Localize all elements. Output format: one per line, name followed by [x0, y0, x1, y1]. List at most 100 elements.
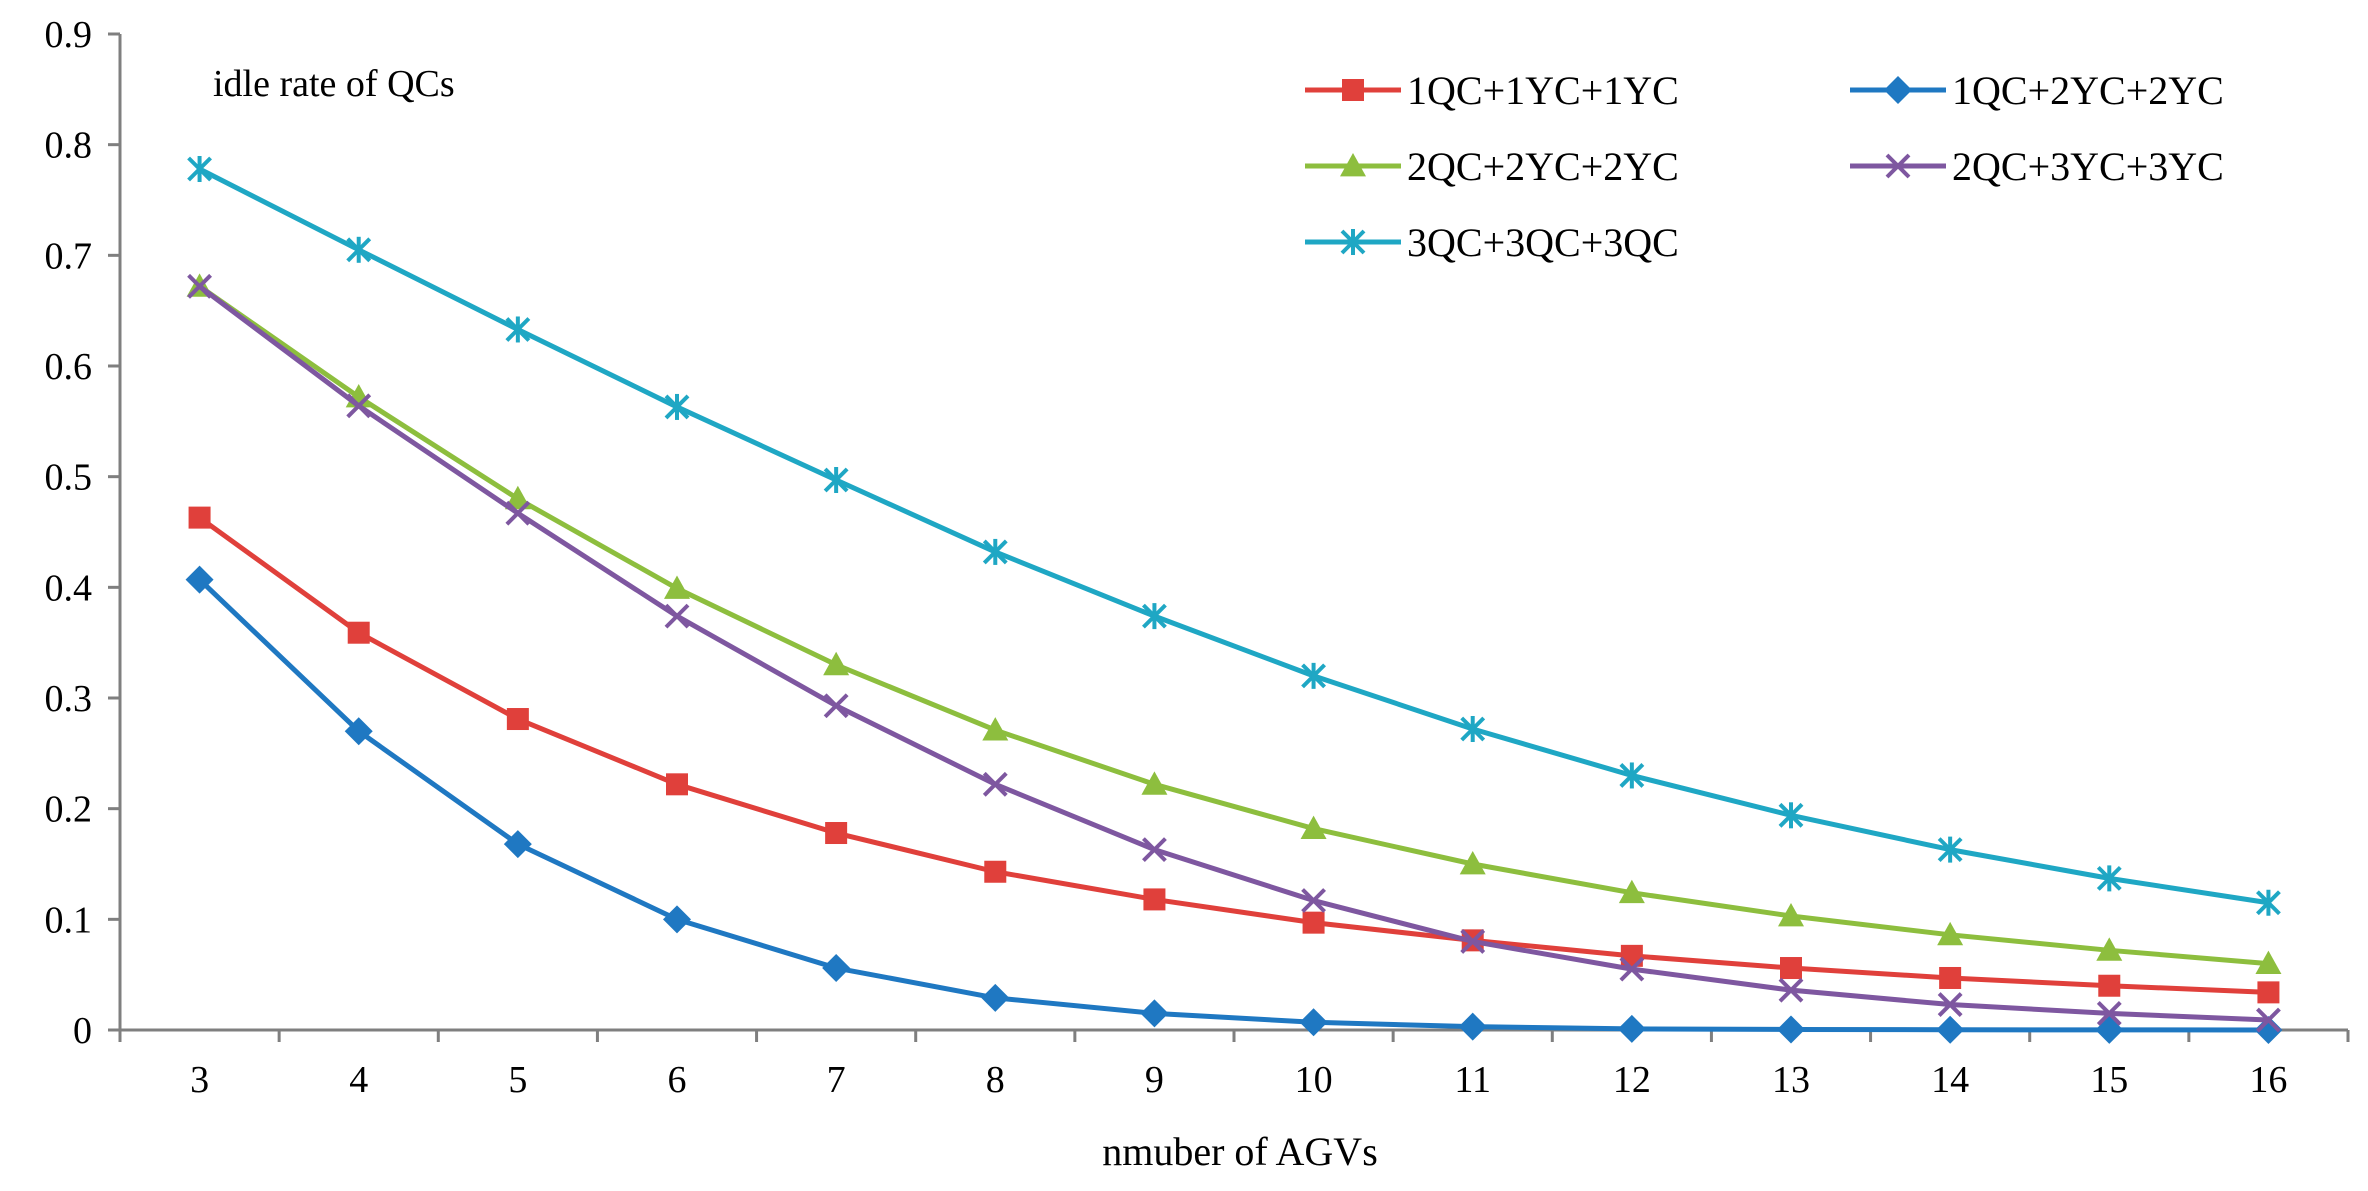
- data-point: [666, 773, 688, 796]
- x-axis-title: nmuber of AGVs: [1102, 1129, 1378, 1174]
- data-point: [1459, 851, 1486, 875]
- series-line: [198, 166, 2269, 906]
- marker-stroke: [2256, 1007, 2281, 1033]
- data-point: [1300, 815, 1327, 839]
- x-tick-label: 11: [1454, 1059, 1491, 1101]
- data-point: [344, 717, 373, 746]
- y-tick-label: 0.4: [45, 567, 93, 609]
- x-tick-label: 12: [1613, 1059, 1651, 1101]
- data-point: [1141, 771, 1168, 795]
- data-point: [982, 717, 1009, 741]
- data-point: [1619, 762, 1645, 789]
- marker-stroke: [1937, 992, 1963, 1017]
- x-tick-label: 4: [349, 1059, 368, 1101]
- data-point: [2098, 974, 2121, 997]
- data-point: [1778, 802, 1804, 829]
- data-point: [346, 393, 372, 419]
- data-point: [984, 860, 1007, 883]
- data-point: [1301, 888, 1326, 913]
- data-point: [1460, 929, 1486, 954]
- data-point: [1617, 1014, 1646, 1043]
- series-line: [197, 577, 2269, 1033]
- data-point: [1142, 837, 1167, 863]
- data-point: [1937, 992, 1963, 1017]
- data-point: [504, 485, 531, 510]
- series-line: [198, 284, 2269, 1023]
- data-point: [1618, 879, 1645, 904]
- series-line: [198, 284, 2269, 967]
- data-point: [2095, 1015, 2124, 1044]
- x-tick-label: 3: [190, 1059, 209, 1101]
- legend-label: 1QC+2YC+2YC: [1952, 68, 2224, 113]
- y-tick-label: 0.9: [45, 14, 93, 56]
- axes: 0 0.1 0.2 0.3 0.4 0.5 0.6 0.7 0.8 0.9 3 4 5 6 7 8 9 10 11 1…: [45, 14, 2350, 1101]
- legend-marker: [1342, 79, 1364, 101]
- data-point: [1778, 977, 1804, 1003]
- data-point: [2254, 1016, 2283, 1044]
- series-line: [198, 515, 2269, 995]
- data-point: [1939, 966, 1962, 989]
- series-3: [186, 273, 2282, 974]
- data-point: [347, 621, 370, 644]
- marker-stroke: [2096, 1000, 2122, 1026]
- data-point: [982, 771, 1008, 797]
- data-point: [506, 708, 529, 731]
- x-tick-label: 9: [1145, 1059, 1164, 1101]
- data-point: [1778, 903, 1804, 927]
- marker-stroke: [982, 771, 1008, 797]
- y-tick-label: 0.2: [45, 789, 93, 831]
- series-layer: [185, 156, 2283, 1044]
- x-tick-label: 5: [508, 1059, 527, 1101]
- x-tick-label: 6: [668, 1059, 687, 1101]
- legend-label: 3QC+3QC+3QC: [1407, 220, 1679, 265]
- data-point: [2256, 889, 2281, 916]
- legend: 1QC+1YC+1YC 1QC+2YC+2YC 2QC+2YC+2YC 2QC+3YC…: [1305, 68, 2224, 265]
- data-point: [1937, 836, 1963, 863]
- data-point: [505, 500, 531, 526]
- legend-marker: [1884, 76, 1912, 104]
- data-point: [1301, 662, 1326, 689]
- y-tick-label: 0.6: [45, 346, 93, 388]
- marker-stroke: [505, 500, 531, 526]
- legend-label: 2QC+3YC+3YC: [1952, 144, 2224, 189]
- data-point: [2096, 937, 2123, 961]
- data-point: [1937, 921, 1964, 946]
- x-tick-label: 7: [827, 1059, 846, 1101]
- data-point: [1302, 911, 1325, 934]
- marker-stroke: [1885, 153, 1911, 179]
- marker-stroke: [823, 693, 849, 719]
- series-2: [185, 565, 2283, 1044]
- marker-stroke: [346, 393, 372, 419]
- x-tick-label: 8: [986, 1059, 1005, 1101]
- data-point: [188, 506, 211, 529]
- data-point: [664, 575, 690, 599]
- legend-label: 1QC+1YC+1YC: [1407, 68, 1679, 113]
- x-tick-label: 15: [2090, 1059, 2128, 1101]
- marker-stroke: [1142, 837, 1167, 863]
- x-tick-label: 10: [1295, 1059, 1333, 1101]
- legend-label: 2QC+2YC+2YC: [1407, 144, 1679, 189]
- legend-marker: [1340, 229, 1366, 255]
- data-point: [187, 156, 212, 183]
- data-point: [823, 466, 849, 493]
- x-tick-label: 16: [2249, 1059, 2287, 1101]
- legend-item-2: 1QC+2YC+2YC: [1850, 68, 2224, 113]
- data-point: [823, 693, 849, 719]
- legend-item-1: 1QC+1YC+1YC: [1305, 68, 1679, 113]
- legend-item-4: 2QC+3YC+3YC: [1850, 144, 2224, 189]
- marker-stroke: [187, 273, 212, 299]
- x-tick-label: 14: [1931, 1059, 1969, 1101]
- series-4: [187, 273, 2281, 1033]
- data-point: [2255, 950, 2282, 974]
- y-tick-label: 0.3: [45, 678, 93, 720]
- y-tick-label: 0.1: [45, 899, 93, 941]
- data-point: [825, 822, 848, 845]
- data-point: [1936, 1015, 1965, 1044]
- legend-item-3: 2QC+2YC+2YC: [1305, 144, 1679, 189]
- data-point: [2256, 1007, 2281, 1033]
- data-point: [1460, 715, 1486, 742]
- chart-annotation: idle rate of QCs: [213, 63, 455, 105]
- x-tick-label: 13: [1772, 1059, 1810, 1101]
- data-point: [663, 905, 691, 934]
